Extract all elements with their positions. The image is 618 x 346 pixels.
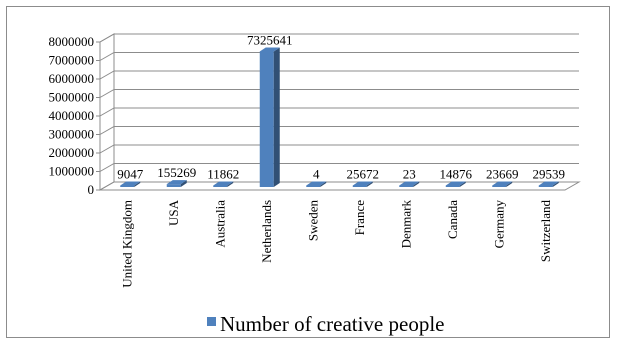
category-label: Denmark (398, 200, 413, 249)
data-label: 4 (313, 167, 320, 182)
bar-top (213, 181, 234, 186)
bar-side (413, 181, 420, 187)
bars (120, 47, 559, 187)
legend: Number of creative people (207, 312, 444, 336)
bar-front (306, 185, 321, 187)
y-tick-label: 0 (88, 182, 95, 197)
data-label: 11862 (207, 167, 239, 182)
bar-side (227, 181, 234, 187)
category-label: Switzerland (538, 200, 553, 263)
y-tick-label: 3000000 (49, 127, 95, 142)
bar-side (506, 181, 513, 187)
gridline (99, 33, 579, 43)
category-label: Germany (491, 200, 506, 249)
bar-top (445, 181, 466, 186)
data-label: 23669 (486, 167, 519, 182)
category-label: USA (166, 199, 181, 226)
gridline (99, 163, 579, 172)
data-label: 23 (403, 167, 416, 182)
bar-top (399, 181, 420, 186)
bar (399, 181, 420, 187)
bar (166, 180, 187, 187)
bar (306, 181, 327, 187)
data-label: 9047 (117, 167, 144, 182)
x-axis-categories: United Kingdom USA Australia Netherlands Swe… (119, 199, 553, 287)
bar-front (120, 185, 135, 187)
bar-front (259, 51, 274, 187)
data-label: 14876 (440, 167, 473, 182)
y-tick-label: 2000000 (49, 145, 95, 160)
bar-side (459, 181, 466, 187)
category-label: United Kingdom (119, 200, 134, 288)
bar-side (552, 181, 559, 187)
y-tick-label: 4000000 (49, 108, 95, 123)
bar-top (306, 181, 327, 186)
y-tick-label: 5000000 (49, 90, 95, 105)
data-label: 29539 (533, 167, 566, 182)
gridline (99, 89, 579, 98)
bar-top (166, 180, 187, 185)
bar (492, 181, 513, 187)
gridline (99, 144, 579, 154)
bar-top (538, 181, 559, 186)
bar (120, 181, 141, 187)
bar-front (399, 185, 414, 187)
data-labels: 9047 155269 11862 7325641 4 25672 23 14876 23669… (117, 32, 565, 181)
bar-side (366, 181, 373, 187)
bar (538, 181, 559, 187)
category-label: France (352, 200, 367, 236)
bar-front (445, 185, 460, 187)
bar-top (120, 181, 141, 186)
y-tick-label: 8000000 (49, 34, 95, 49)
gridline (99, 70, 579, 80)
gridline (99, 107, 579, 117)
bar-side (273, 47, 280, 187)
bar-side (180, 180, 187, 187)
y-axis-ticks: 0 1000000 2000000 3000000 4000000 5000000 6000… (49, 34, 95, 197)
bar-front (352, 185, 367, 187)
category-label: Netherlands (259, 200, 274, 263)
y-tick-label: 1000000 (49, 164, 95, 179)
data-label: 7325641 (247, 32, 293, 47)
gridline (99, 181, 579, 191)
bar (259, 47, 280, 187)
bar-side (320, 181, 327, 187)
bar (445, 181, 466, 187)
category-label: Canada (445, 200, 460, 239)
bar-front (492, 185, 507, 187)
bar-side (134, 181, 141, 187)
bar-top (352, 181, 373, 186)
bar (352, 181, 373, 187)
bar (213, 181, 234, 187)
data-label: 25672 (347, 167, 380, 182)
bar-front (538, 185, 553, 187)
gridline (99, 126, 579, 135)
category-label: Australia (212, 200, 227, 248)
y-tick-label: 6000000 (49, 71, 95, 86)
bar-top (492, 181, 513, 186)
legend-swatch (207, 317, 216, 326)
gridlines (96, 33, 579, 191)
category-label: Sweden (305, 200, 320, 242)
bar-front (166, 184, 181, 187)
data-label: 155269 (157, 165, 196, 180)
y-tick-label: 7000000 (49, 53, 95, 68)
bar-front (213, 185, 228, 187)
legend-label: Number of creative people (220, 312, 444, 336)
gridline (99, 52, 579, 61)
bar-top (259, 47, 280, 52)
